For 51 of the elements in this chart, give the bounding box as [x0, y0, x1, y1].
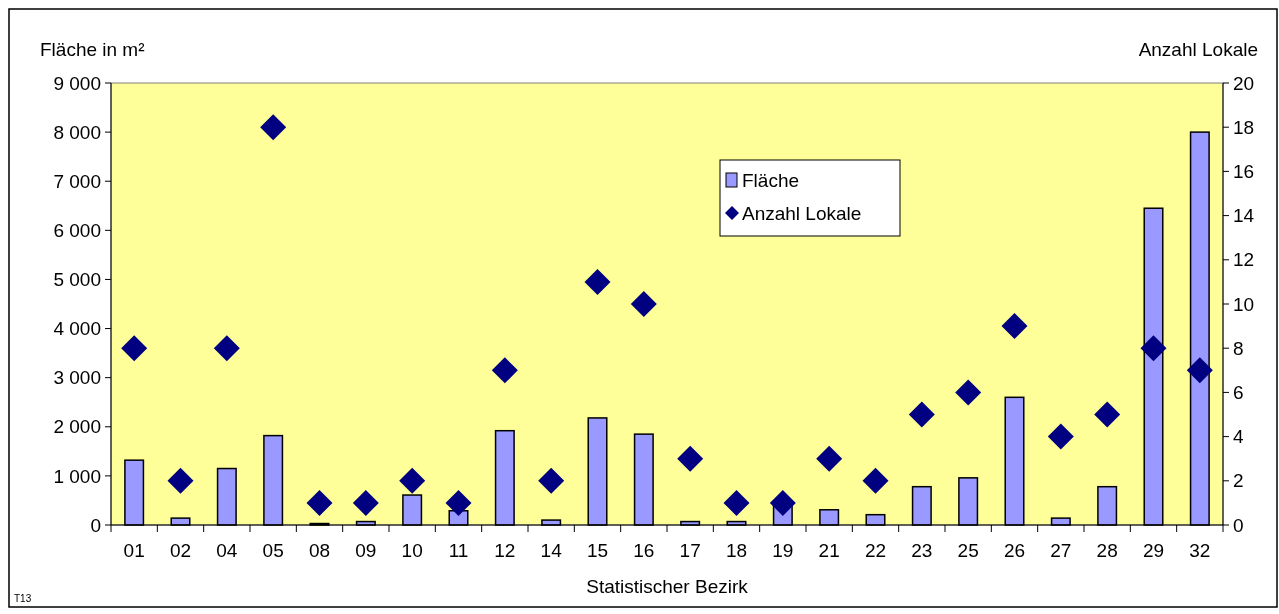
- text: T13: [14, 593, 32, 604]
- y-tick-label: 2 000: [53, 416, 101, 438]
- y2-tick-label: 0: [1233, 514, 1244, 536]
- y-tick-label: 5 000: [53, 269, 101, 291]
- x-tick-label: 15: [586, 540, 609, 561]
- y2-tick-label: 2: [1233, 470, 1244, 492]
- x-tick-label: 05: [262, 540, 284, 561]
- x-tick-label: 01: [123, 540, 145, 561]
- y2-tick-label: 6: [1233, 382, 1244, 404]
- x-tick-label: 32: [1189, 540, 1211, 561]
- y2-tick-label: 4: [1233, 426, 1244, 448]
- x-tick-label: 22: [864, 540, 887, 561]
- x-tick-label: 23: [911, 540, 933, 561]
- x-tick-label: 08: [308, 540, 331, 561]
- x-tick-label: 10: [401, 540, 423, 561]
- x-tick-label: 27: [1050, 540, 1072, 561]
- y2-tick-label: 10: [1233, 293, 1255, 315]
- y2-tick-label: 20: [1233, 72, 1255, 94]
- y2-tick-label: 8: [1233, 337, 1244, 359]
- y-tick-label: 1 000: [53, 465, 101, 487]
- x-tick-label: 25: [957, 540, 979, 561]
- y-tick-label: 8 000: [53, 121, 101, 143]
- x-tick-label: 29: [1142, 540, 1165, 561]
- y-tick-label: 4 000: [53, 318, 101, 340]
- y2-tick-label: 16: [1233, 161, 1255, 183]
- y-tick-label: 6 000: [53, 219, 101, 241]
- x-tick-label: 26: [1003, 540, 1026, 561]
- x-tick-label: 09: [355, 540, 377, 561]
- x-tick-label: 02: [169, 540, 192, 561]
- x-tick-label: 18: [725, 540, 748, 561]
- x-tick-label: 12: [494, 540, 516, 561]
- x-tick-label: 11: [448, 540, 469, 561]
- y-tick-label: 0: [90, 514, 101, 536]
- y2-tick-label: 14: [1233, 205, 1255, 227]
- x-tick-label: 14: [540, 540, 563, 561]
- x-tick-label: 17: [679, 540, 701, 561]
- x-tick-label: 28: [1096, 540, 1118, 561]
- y-tick-label: 7 000: [53, 170, 101, 192]
- y2-axis-title: Anzahl Lokale: [1138, 39, 1258, 60]
- y-axis-title: Fläche in m²: [40, 39, 145, 60]
- x-axis-title: Statistischer Bezirk: [586, 576, 749, 597]
- x-tick-label: 04: [216, 540, 238, 561]
- x-tick-label: 21: [818, 540, 840, 561]
- x-tick-label: 19: [772, 540, 794, 561]
- y2-tick-label: 18: [1233, 116, 1255, 138]
- y-tick-label: 3 000: [53, 367, 101, 389]
- x-tick-label: 16: [633, 540, 655, 561]
- legend-label: Anzahl Lokale: [742, 202, 862, 224]
- y2-tick-label: 12: [1233, 249, 1255, 271]
- y-tick-label: 9 000: [53, 72, 101, 94]
- legend-label: Fläche: [742, 169, 800, 191]
